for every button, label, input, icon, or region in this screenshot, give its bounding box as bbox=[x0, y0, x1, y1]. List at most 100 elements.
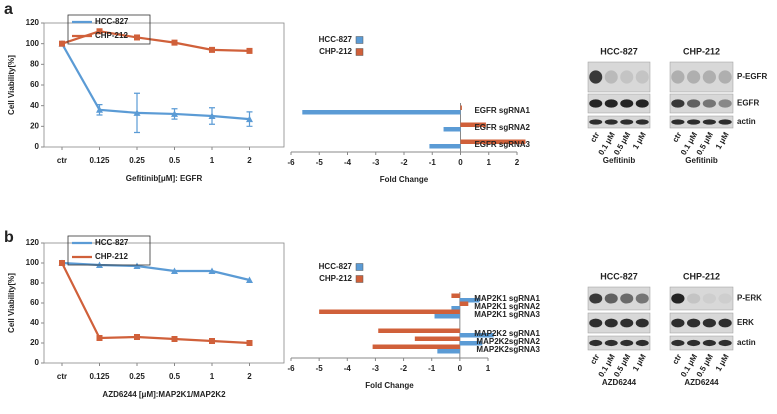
x-tick-label: 0.125 bbox=[89, 372, 110, 381]
legend-swatch bbox=[355, 263, 364, 271]
x-axis-label: Gefitinib[μM]: EGFR bbox=[126, 174, 203, 183]
y-tick-label: 40 bbox=[30, 318, 39, 327]
x-tick-label: -2 bbox=[400, 364, 408, 373]
category-label: EGFR sgRNA2 bbox=[474, 123, 530, 132]
row-label: EGFR bbox=[737, 99, 759, 108]
x-tick-label: ctr bbox=[57, 372, 67, 381]
blot-band bbox=[620, 293, 634, 304]
row-label: ERK bbox=[737, 318, 754, 327]
blot-strip bbox=[587, 115, 651, 129]
marker bbox=[208, 112, 216, 119]
series-line bbox=[61, 262, 250, 345]
drug-label: Gefitinib bbox=[603, 156, 636, 165]
legend-swatch bbox=[355, 36, 364, 44]
blot-band bbox=[702, 339, 716, 347]
x-tick-label: -1 bbox=[429, 158, 437, 167]
bar bbox=[451, 306, 460, 311]
marker bbox=[96, 106, 103, 113]
y-tick-label: 60 bbox=[30, 80, 39, 89]
marker bbox=[209, 46, 215, 53]
marker bbox=[96, 335, 103, 341]
x-tick-label: 1 bbox=[210, 156, 215, 165]
blot-band bbox=[635, 70, 649, 84]
bar bbox=[434, 314, 460, 319]
bar bbox=[459, 298, 480, 303]
y-tick-label: 100 bbox=[26, 258, 40, 267]
y-tick-label: 80 bbox=[30, 59, 39, 68]
marker bbox=[171, 267, 178, 274]
legend-box bbox=[67, 14, 151, 45]
blot-band bbox=[635, 119, 649, 125]
lane-label: ctr bbox=[671, 353, 684, 366]
marker bbox=[133, 262, 141, 269]
x-tick-label: 2 bbox=[247, 372, 252, 381]
blot-band bbox=[635, 339, 649, 347]
x-tick-label: 1 bbox=[210, 372, 215, 381]
marker bbox=[246, 47, 253, 54]
legend-label: HCC-827 bbox=[319, 35, 353, 44]
blot-band bbox=[671, 70, 685, 84]
x-tick-label: 2 bbox=[515, 158, 520, 167]
blot-band bbox=[671, 119, 685, 125]
blot-band bbox=[702, 119, 716, 125]
blot-band bbox=[687, 293, 701, 304]
blot-header: CHP-212 bbox=[683, 46, 720, 56]
bar bbox=[414, 336, 460, 341]
category-label: EGFR sgRNA3 bbox=[474, 140, 530, 149]
series-line bbox=[61, 261, 250, 282]
y-axis-label: Cell Viability[%] bbox=[7, 55, 16, 115]
bar bbox=[319, 309, 460, 314]
marker bbox=[246, 276, 253, 283]
legend-label: HCC-827 bbox=[319, 262, 353, 271]
category-label: MAP2K2sgRNA2 bbox=[476, 337, 540, 346]
lane-label: 1 μM bbox=[714, 130, 731, 151]
blot-strip bbox=[587, 312, 651, 334]
blot-header: CHP-212 bbox=[683, 271, 720, 281]
y-tick-label: 0 bbox=[35, 142, 40, 151]
marker bbox=[134, 34, 140, 41]
legend-swatch bbox=[355, 48, 364, 56]
marker bbox=[59, 40, 65, 47]
blot-band bbox=[687, 119, 701, 125]
marker bbox=[246, 115, 253, 123]
lane-label: 0.5 μM bbox=[695, 352, 715, 378]
lane-label: ctr bbox=[588, 353, 601, 366]
x-tick-label: 0.25 bbox=[129, 156, 145, 165]
blot-band bbox=[604, 339, 618, 347]
x-tick-label: 0.5 bbox=[169, 156, 181, 165]
blot-band bbox=[620, 339, 634, 347]
x-tick-label: ctr bbox=[57, 156, 67, 165]
y-tick-label: 20 bbox=[30, 338, 39, 347]
bar bbox=[460, 105, 462, 110]
blot-band bbox=[620, 99, 634, 108]
row-label: actin bbox=[737, 117, 756, 126]
blot-band bbox=[589, 339, 603, 347]
lane-label: 1 μM bbox=[631, 130, 648, 151]
series-line bbox=[61, 43, 250, 121]
row-label: P-ERK bbox=[737, 294, 762, 303]
x-tick-label: -3 bbox=[372, 158, 380, 167]
bar bbox=[443, 127, 461, 132]
legend-label: HCC-827 bbox=[95, 238, 129, 247]
x-tick-label: -5 bbox=[316, 364, 324, 373]
bar bbox=[459, 333, 494, 338]
marker bbox=[96, 28, 103, 35]
blot-strip bbox=[669, 335, 734, 351]
legend-label: CHP-212 bbox=[319, 47, 352, 56]
category-label: MAP2K1 sgRNA2 bbox=[474, 302, 540, 311]
bar bbox=[372, 344, 460, 349]
blot-band bbox=[635, 318, 649, 328]
blot-band bbox=[718, 99, 732, 108]
marker bbox=[209, 338, 215, 344]
legend-label: CHP-212 bbox=[95, 252, 128, 261]
series-line bbox=[61, 30, 250, 52]
bar bbox=[378, 328, 460, 333]
marker bbox=[59, 260, 65, 266]
bar bbox=[451, 293, 460, 298]
blot-band bbox=[687, 339, 701, 347]
x-tick-label: 1 bbox=[486, 364, 491, 373]
blot-band bbox=[718, 339, 732, 347]
bar bbox=[459, 301, 469, 306]
blot-header: HCC-827 bbox=[600, 271, 638, 281]
blot-band bbox=[671, 318, 685, 328]
